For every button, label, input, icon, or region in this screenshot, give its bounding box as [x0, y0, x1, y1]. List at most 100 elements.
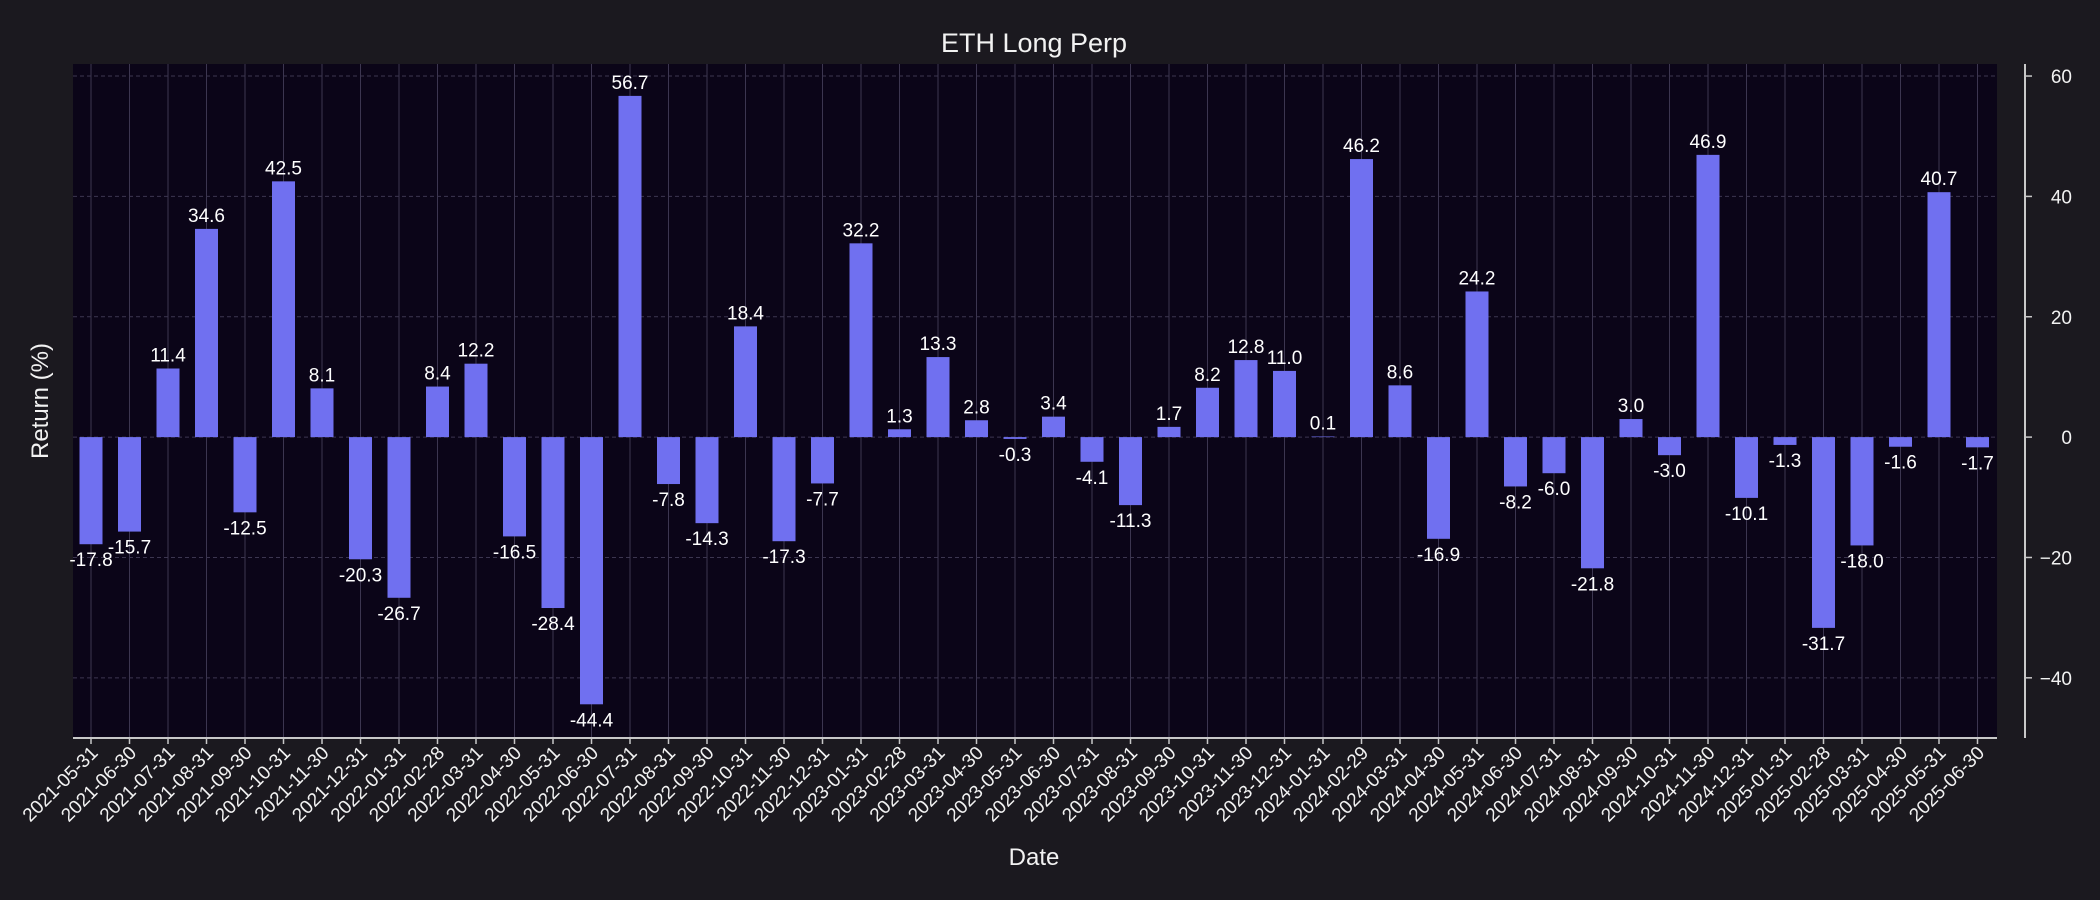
- bar: [618, 95, 642, 438]
- bar-value-label: -26.7: [377, 604, 420, 625]
- bar-value-label: 46.2: [1343, 136, 1380, 157]
- bar-value-label: 8.2: [1194, 365, 1220, 386]
- bar: [1080, 437, 1104, 462]
- bar: [426, 386, 449, 438]
- y-ticks: −40 −20 0 20 40 60: [2025, 67, 2072, 690]
- bar-value-label: 12.8: [1228, 337, 1265, 358]
- x-ticks: 2021-05-312021-06-302021-07-312021-08-31…: [19, 738, 1989, 826]
- y-tick-label: 20: [2051, 308, 2072, 329]
- bar: [965, 420, 988, 438]
- bar: [118, 437, 141, 532]
- bar: [888, 429, 911, 438]
- bar: [1003, 437, 1027, 439]
- bar: [1773, 437, 1797, 445]
- bar-value-label: 8.1: [309, 365, 335, 386]
- x-axis-label: Date: [1009, 844, 1060, 871]
- y-tick-label: −20: [2040, 548, 2072, 569]
- bar-value-label: -1.6: [1884, 453, 1917, 474]
- bar: [541, 437, 565, 609]
- bar-value-label: -12.5: [223, 518, 266, 539]
- y-axis-label: Return (%): [27, 343, 54, 459]
- bar: [503, 437, 526, 537]
- bar: [849, 243, 873, 438]
- bar-value-label: 24.2: [1459, 268, 1496, 289]
- bar-value-label: 0.1: [1310, 414, 1336, 435]
- bar-value-label: 40.7: [1921, 169, 1958, 190]
- bar: [1735, 437, 1758, 498]
- bar-value-label: -17.3: [762, 547, 805, 568]
- bar: [1157, 426, 1181, 438]
- bar: [233, 437, 257, 513]
- bar: [1427, 437, 1450, 539]
- bar-value-label: -1.7: [1961, 453, 1994, 474]
- bar: [1388, 385, 1412, 438]
- bar-value-label: -44.4: [570, 710, 614, 731]
- bar-value-label: -7.8: [652, 490, 685, 511]
- bar: [195, 228, 218, 438]
- bar: [1927, 192, 1951, 438]
- bar-value-label: 34.6: [188, 206, 225, 227]
- bar-value-label: -8.2: [1499, 492, 1532, 513]
- bar: [310, 388, 334, 438]
- plot-area: [73, 64, 1997, 738]
- bar-value-label: 42.5: [265, 158, 302, 179]
- chart-title: ETH Long Perp: [941, 28, 1127, 58]
- bar: [772, 437, 796, 542]
- bar-value-label: 3.4: [1040, 394, 1067, 415]
- bar: [1850, 437, 1874, 546]
- bar-value-label: 12.2: [458, 341, 495, 362]
- bar-value-label: 46.9: [1690, 132, 1727, 153]
- bar: [1619, 419, 1643, 438]
- bar-value-label: -4.1: [1076, 468, 1109, 489]
- bar-value-label: 11.0: [1267, 348, 1303, 369]
- y-tick-label: 40: [2051, 187, 2072, 208]
- bar-value-label: -28.4: [531, 614, 575, 635]
- bar: [1581, 437, 1604, 569]
- bar-value-label: -21.8: [1571, 574, 1614, 595]
- bar-value-label: 13.3: [920, 334, 957, 355]
- bar: [811, 437, 834, 484]
- bar: [1465, 291, 1489, 438]
- bar: [657, 437, 680, 485]
- bar: [1504, 437, 1527, 487]
- bar: [1350, 159, 1373, 438]
- bar-value-label: 8.4: [424, 364, 451, 385]
- bar-value-label: -16.5: [493, 542, 536, 563]
- bar: [580, 437, 603, 705]
- bar: [734, 326, 757, 438]
- bar: [349, 437, 372, 560]
- bar: [1658, 437, 1681, 456]
- bar-value-label: 32.2: [843, 220, 880, 241]
- bar: [79, 437, 103, 545]
- bar: [1196, 387, 1219, 438]
- bar: [1042, 416, 1065, 438]
- bar-value-label: 11.4: [150, 346, 186, 367]
- bar-value-label: -1.3: [1769, 451, 1802, 472]
- bars: [79, 95, 1989, 705]
- bar-value-label: -18.0: [1840, 551, 1883, 572]
- bar-value-label: -14.3: [685, 529, 728, 550]
- bar: [1812, 437, 1835, 628]
- bar-value-label: -6.0: [1538, 479, 1571, 500]
- bar: [1889, 437, 1912, 447]
- bar: [695, 437, 719, 524]
- bar: [272, 181, 295, 438]
- bar-value-label: -16.9: [1417, 545, 1460, 566]
- bar: [1273, 370, 1296, 438]
- bar-value-label: -15.7: [108, 538, 151, 559]
- bar-value-label: -7.7: [806, 489, 839, 510]
- y-tick-label: −40: [2040, 669, 2072, 690]
- bar: [926, 357, 950, 438]
- bar: [1542, 437, 1566, 474]
- bar-value-label: -3.0: [1653, 461, 1686, 482]
- bar: [1696, 154, 1720, 438]
- bar-value-label: 56.7: [612, 73, 649, 94]
- bar: [1119, 437, 1142, 506]
- bar-value-label: 1.3: [886, 406, 912, 427]
- y-tick-label: 60: [2051, 67, 2072, 88]
- bar-value-label: -0.3: [999, 445, 1032, 466]
- bar-labels: -17.8-15.7 11.4 34.6 -12.5 42.5 8.1 -20.3 -26.7…: [69, 73, 1994, 731]
- bar-value-label: -17.8: [69, 550, 112, 571]
- bar-value-label: 1.7: [1156, 404, 1182, 425]
